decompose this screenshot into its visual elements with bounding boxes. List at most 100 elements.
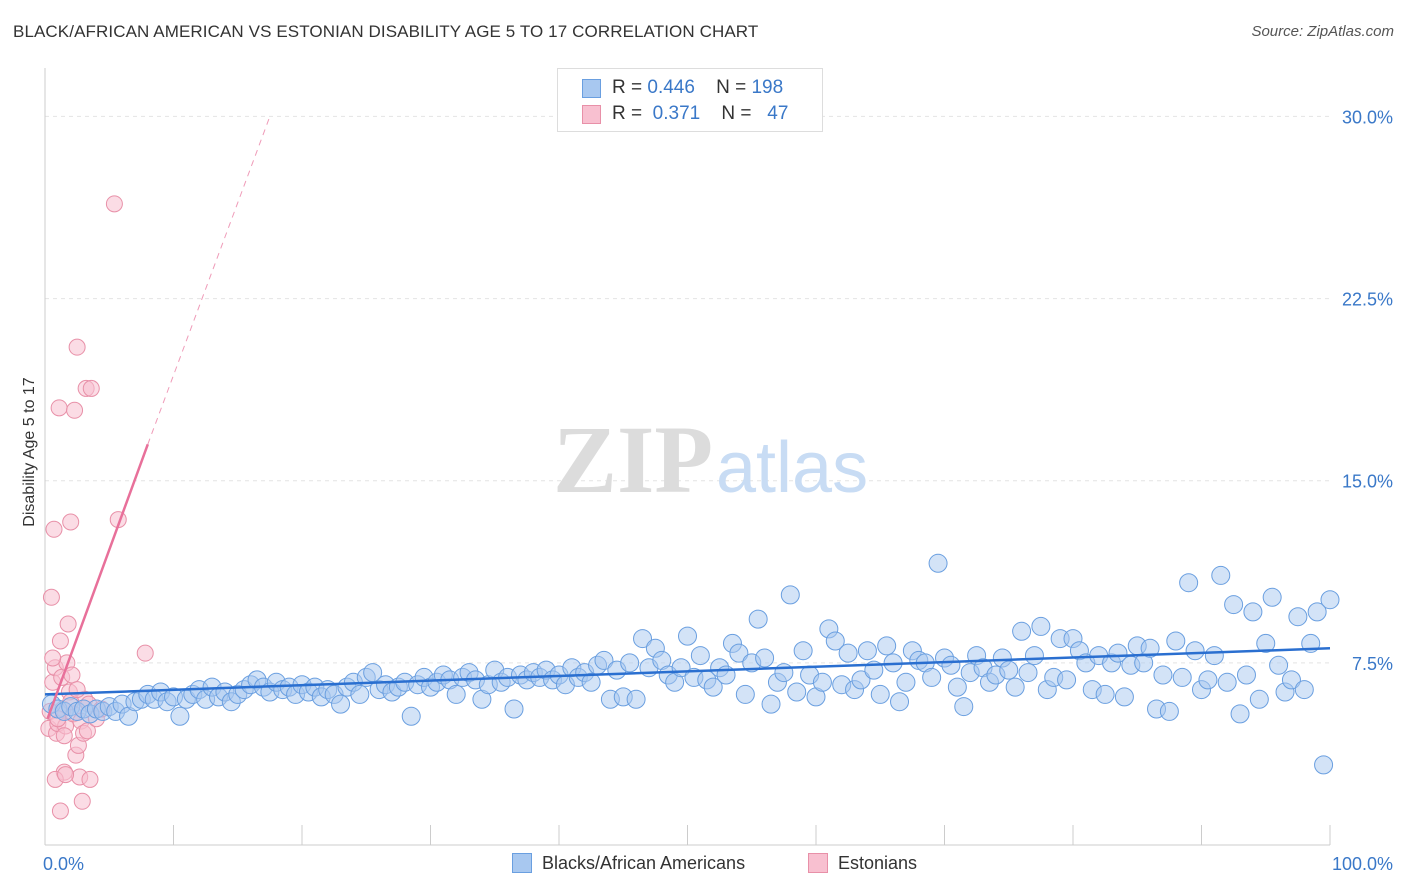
- legend-swatch-blue: [582, 79, 601, 98]
- black-point: [1153, 665, 1173, 685]
- black-point: [896, 672, 916, 692]
- black-point: [825, 631, 845, 651]
- black-point: [857, 641, 877, 661]
- black-point: [999, 660, 1019, 680]
- trend-lines: [44, 116, 1331, 720]
- estonian-point: [45, 520, 63, 538]
- estonian-point: [62, 513, 80, 531]
- black-point: [851, 670, 871, 690]
- y-tick-labels: 7.5% 15.0% 22.5% 30.0%: [1342, 107, 1393, 673]
- black-point: [748, 609, 768, 629]
- black-point: [1236, 665, 1256, 685]
- black-point: [633, 629, 653, 649]
- estonian-point: [68, 338, 86, 356]
- y-tick-label: 30.0%: [1342, 107, 1393, 127]
- black-point: [690, 646, 710, 666]
- black-point: [401, 706, 421, 726]
- black-point: [350, 684, 370, 704]
- black-point: [1262, 587, 1282, 607]
- black-point: [703, 677, 723, 697]
- black-point: [1166, 631, 1186, 651]
- bottom-legend-blacks: Blacks/African Americans: [512, 853, 745, 874]
- black-point: [1281, 670, 1301, 690]
- x-tick-label: 0.0%: [43, 854, 84, 874]
- estonian-point: [51, 802, 69, 820]
- bottom-legend-label: Blacks/African Americans: [542, 853, 746, 873]
- chart-title: BLACK/AFRICAN AMERICAN VS ESTONIAN DISAB…: [13, 22, 759, 41]
- legend-r-value: 0.446: [647, 77, 695, 98]
- legend-n-label: N =: [721, 103, 752, 124]
- blacks-trend-line: [44, 647, 1331, 696]
- black-point: [1294, 680, 1314, 700]
- legend: R = 0.446 N = 198 R = 0.371 N = 47: [557, 68, 823, 132]
- black-point: [877, 636, 897, 656]
- estonian-point: [55, 727, 73, 745]
- black-point: [774, 663, 794, 683]
- black-point: [1249, 689, 1269, 709]
- black-point: [1224, 595, 1244, 615]
- black-point: [1314, 755, 1334, 775]
- legend-r-label: R =: [612, 103, 643, 124]
- estonian-point: [51, 632, 69, 650]
- black-point: [838, 643, 858, 663]
- estonian-point: [57, 766, 75, 784]
- black-point: [1024, 646, 1044, 666]
- black-point: [761, 694, 781, 714]
- black-point: [1031, 616, 1051, 636]
- black-point: [729, 643, 749, 663]
- black-point: [504, 699, 524, 719]
- black-point: [928, 553, 948, 573]
- black-point: [780, 585, 800, 605]
- black-point: [1204, 646, 1224, 666]
- black-point: [735, 684, 755, 704]
- bottom-legend-estonians: Estonians: [808, 853, 917, 874]
- estonian-point: [105, 195, 123, 213]
- black-point: [1307, 602, 1327, 622]
- y-tick-label: 15.0%: [1342, 472, 1393, 492]
- estonian-point: [82, 379, 100, 397]
- legend-swatch-pink: [582, 105, 601, 124]
- black-point: [1288, 607, 1308, 627]
- estonians-points: [40, 195, 154, 820]
- estonian-point: [66, 401, 84, 419]
- black-point: [1057, 670, 1077, 690]
- legend-r-value: 0.371: [652, 103, 701, 124]
- estonian-point: [73, 792, 91, 810]
- y-tick-label: 22.5%: [1342, 290, 1393, 310]
- black-point: [626, 689, 646, 709]
- black-point: [678, 626, 697, 646]
- black-point: [1211, 565, 1231, 585]
- estonian-point: [50, 399, 68, 417]
- black-point: [1198, 670, 1218, 690]
- black-point: [1172, 667, 1192, 687]
- estonian-point: [59, 615, 77, 633]
- black-point: [787, 682, 807, 702]
- black-point: [922, 667, 942, 687]
- black-point: [1018, 663, 1038, 683]
- gridlines: [45, 115, 1330, 664]
- estonian-point: [136, 644, 154, 662]
- black-point: [170, 706, 190, 726]
- legend-r-label: R =: [612, 77, 643, 98]
- black-point: [581, 672, 601, 692]
- black-point: [812, 672, 832, 692]
- bottom-legend-swatch-blue: [512, 853, 532, 873]
- black-point: [1217, 672, 1237, 692]
- black-point: [594, 650, 614, 670]
- legend-n-value: 47: [767, 103, 789, 124]
- black-point: [446, 684, 466, 704]
- black-point: [870, 684, 890, 704]
- black-point: [941, 655, 961, 675]
- watermark: ZIP atlas: [553, 406, 868, 513]
- black-point: [1114, 687, 1134, 707]
- legend-n-label: N =: [716, 77, 747, 98]
- y-tick-label: 7.5%: [1352, 654, 1393, 674]
- black-point: [1005, 677, 1025, 697]
- black-point: [1140, 638, 1160, 658]
- black-point: [954, 697, 974, 717]
- black-point: [947, 677, 967, 697]
- estonians-trend-extension: [147, 116, 271, 445]
- black-point: [1256, 633, 1276, 653]
- legend-n-value: 198: [751, 77, 784, 98]
